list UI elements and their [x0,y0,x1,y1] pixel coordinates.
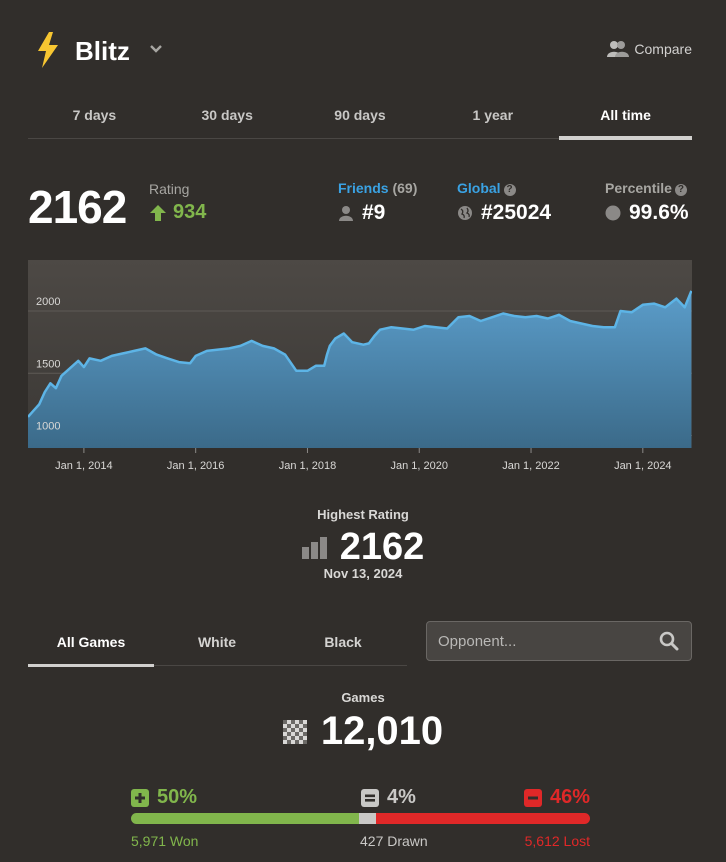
arrow-up-icon [150,204,166,221]
help-icon[interactable]: ? [674,184,687,196]
tab-black[interactable]: Black [324,634,362,650]
x-tick-label: Jan 1, 2022 [502,460,560,472]
highest-rating-label: Highest Rating [317,507,409,522]
result-bar-won [131,813,360,824]
won-percent: 50% [131,786,197,809]
chevron-down-icon[interactable] [149,44,163,54]
bar-chart-icon [301,536,327,559]
global-label: Global [457,180,501,196]
percentile-label: Percentile [605,180,672,196]
rating-change-value: 934 [173,201,207,223]
highest-rating-value: 2162 [339,526,425,568]
result-bar [131,813,590,824]
tab-white[interactable]: White [197,634,237,650]
friends-stat[interactable]: Friends (69) #9 [338,180,417,225]
current-rating: 2162 [28,181,127,233]
x-tick-label: Jan 1, 2020 [390,460,448,472]
time-range-tabs: 7 days 30 days 90 days 1 year All time [28,96,692,140]
won-percent-value: 50% [157,786,198,808]
tab-all-games[interactable]: All Games [28,622,154,667]
tab-90-days[interactable]: 90 days [334,107,386,123]
won-count: 5,971 Won [131,833,199,849]
page-title: Blitz [75,36,130,66]
lightning-bolt-icon [38,32,58,68]
plus-icon [131,788,149,807]
y-tick-label: 1000 [36,421,60,433]
y-tick-label: 1500 [36,358,60,370]
lost-count: 5,612 Lost [524,833,590,849]
user-icon [339,206,353,221]
global-stat[interactable]: Global? #25024 [457,180,551,225]
globe-icon [458,206,472,220]
tab-1-year[interactable]: 1 year [472,107,514,123]
rating-label: Rating [149,181,190,197]
percentile-value: 99.6% [629,201,689,224]
opponent-search [426,621,692,661]
result-bar-draw [359,813,376,824]
global-rank: #25024 [481,201,552,224]
draw-percent: 4% [361,786,416,809]
percentile-stat: Percentile? 99.6% [605,180,689,225]
x-tick-label: Jan 1, 2024 [614,460,672,472]
users-icon [607,41,630,57]
compare-button[interactable]: Compare [607,40,692,58]
rating-area [28,290,692,448]
friends-count: (69) [392,180,418,196]
games-label: Games [341,690,385,705]
x-tick-label: Jan 1, 2016 [167,460,225,472]
lost-percent: 46% [523,786,590,809]
highest-rating: Highest Rating 2162 Nov 13, 2024 [0,507,726,581]
rating-stats: 2162 Rating 934 Friends (69) #9 Global? … [28,176,692,236]
tab-30-days[interactable]: 30 days [201,107,253,123]
equals-icon [361,788,379,807]
opponent-input[interactable] [427,622,647,660]
draw-count: 427 Drawn [360,833,428,849]
x-tick-label: Jan 1, 2018 [279,460,337,472]
tab-all-time[interactable]: All time [559,96,692,140]
game-color-tabs: All Games White Black [28,622,407,667]
friends-rank: #9 [362,201,386,224]
compare-label: Compare [634,41,692,57]
draw-percent-value: 4% [387,786,416,808]
x-tick-label: Jan 1, 2014 [55,460,113,472]
minus-icon [523,788,542,807]
tab-7-days[interactable]: 7 days [72,107,117,123]
help-icon[interactable]: ? [503,184,516,196]
lost-percent-value: 46% [549,786,590,808]
chessboard-icon [282,719,307,744]
circle-icon [605,205,621,221]
rating-chart[interactable]: 1000 1500 2000 Jan 1, 2014 Jan 1, 2016 Jan 1… [28,260,692,475]
rating-line [28,290,692,418]
games-value: 12,010 [320,709,444,753]
win-draw-loss: 50% 4% 46% 5,971 Won 427 Drawn 5,612 Los… [131,786,590,856]
highest-rating-date: Nov 13, 2024 [323,566,403,581]
games-count: Games 12,010 [0,690,726,754]
friends-label: Friends [338,180,389,196]
result-bar-lost [375,813,590,824]
header: Blitz Compare [28,30,692,70]
search-icon[interactable] [659,631,679,651]
y-tick-label: 2000 [36,296,60,308]
rating-chart-svg[interactable]: 1000 1500 2000 Jan 1, 2014 Jan 1, 2016 Jan 1… [28,260,692,475]
rating-change: 934 [149,201,206,224]
